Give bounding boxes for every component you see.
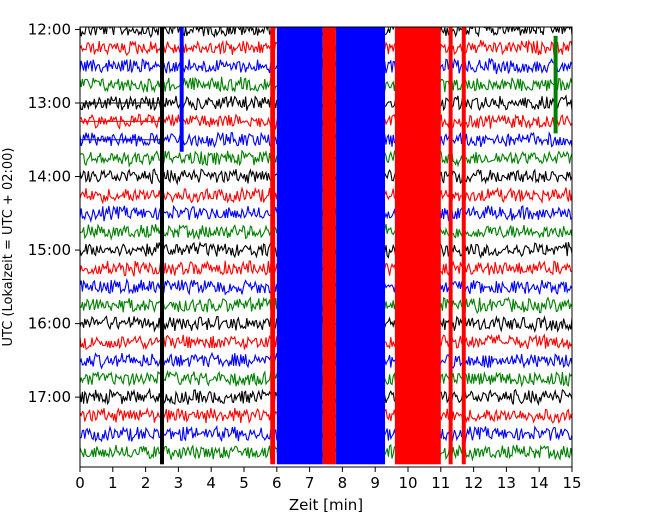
x-tick-label: 12 <box>464 474 483 492</box>
x-tick-label: 9 <box>370 474 380 492</box>
disturbance-spike <box>160 27 164 465</box>
x-axis-label: Zeit [min] <box>289 496 363 514</box>
x-tick-label: 15 <box>562 474 581 492</box>
x-tick-label: 2 <box>141 474 151 492</box>
y-axis-label: UTC (Lokalzeit = UTC + 02:00) <box>1 148 16 347</box>
axes-layer: 0 1 2 3 4 5 6 7 8 9 10 11 12 13 14 1512:0013:0014:0015:… <box>28 20 582 492</box>
x-tick-label: 11 <box>431 474 450 492</box>
disturbance-block <box>322 27 336 465</box>
x-tick-label: 5 <box>239 474 249 492</box>
y-tick-label: 15:00 <box>28 241 71 259</box>
y-tick-label: 16:00 <box>28 315 71 333</box>
x-tick-label: 3 <box>174 474 184 492</box>
disturbance-block <box>270 27 276 465</box>
disturbance-block <box>276 27 323 465</box>
disturbance-spike <box>448 27 453 465</box>
x-tick-label: 8 <box>338 474 348 492</box>
x-tick-label: 6 <box>272 474 282 492</box>
y-tick-label: 12:00 <box>28 20 71 38</box>
x-tick-label: 13 <box>497 474 516 492</box>
x-tick-label: 10 <box>398 474 417 492</box>
disturbance-spike <box>553 35 558 134</box>
y-tick-label: 14:00 <box>28 168 71 186</box>
disturbance-spike <box>179 27 184 152</box>
disturbance-spike <box>461 27 466 465</box>
y-tick-label: 13:00 <box>28 94 71 112</box>
x-tick-label: 1 <box>108 474 118 492</box>
x-tick-label: 14 <box>530 474 549 492</box>
x-tick-label: 4 <box>206 474 216 492</box>
x-tick-label: 7 <box>305 474 315 492</box>
x-tick-label: 0 <box>75 474 85 492</box>
y-tick-label: 17:00 <box>28 388 71 406</box>
disturbance-block <box>335 27 386 465</box>
plot-frame <box>79 26 573 468</box>
disturbance-block <box>394 27 441 465</box>
data-layer <box>80 27 572 465</box>
